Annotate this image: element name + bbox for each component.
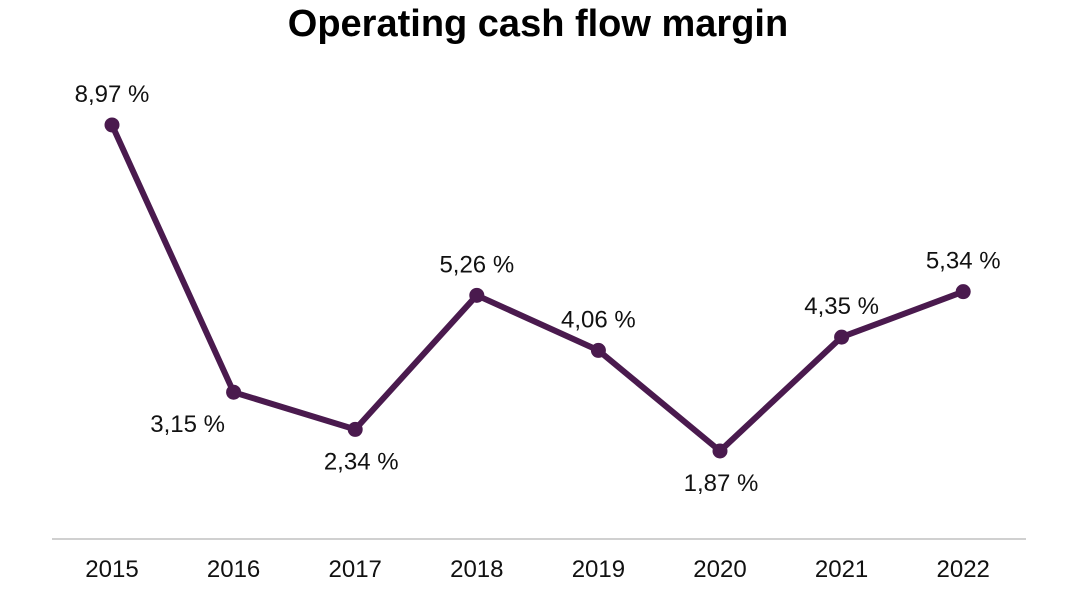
x-tick-2018: 2018 (450, 556, 503, 583)
chart-title: Operating cash flow margin (288, 3, 788, 45)
data-point-2020 (712, 443, 728, 459)
data-label-2019: 4,06 % (561, 306, 636, 333)
series-line (109, 122, 967, 454)
data-point-2015 (104, 117, 120, 133)
data-point-2022 (955, 284, 971, 300)
data-label-layer: 8,97 % 3,15 % 2,34 % 5,26 % 4,06 % 1,87 % 4,35… (75, 81, 1001, 497)
x-tick-2015: 2015 (85, 556, 138, 583)
data-point-2016 (226, 384, 242, 400)
data-label-2017: 2,34 % (324, 448, 399, 475)
x-tick-2016: 2016 (207, 556, 260, 583)
data-label-2016: 3,15 % (150, 411, 225, 438)
x-tick-layer: 2015 2016 2017 2018 2019 2020 2021 2022 (85, 556, 990, 583)
x-tick-2019: 2019 (572, 556, 625, 583)
data-point-2017 (347, 421, 363, 437)
data-label-2022: 5,34 % (926, 248, 1001, 275)
x-tick-2017: 2017 (329, 556, 382, 583)
data-label-2018: 5,26 % (439, 251, 514, 278)
data-point-2021 (834, 329, 850, 345)
x-tick-2020: 2020 (693, 556, 746, 583)
data-label-2021: 4,35 % (804, 293, 879, 320)
data-point-2019 (590, 342, 606, 358)
data-point-2018 (469, 287, 485, 303)
data-label-2020: 1,87 % (684, 470, 759, 497)
series-layer (104, 117, 971, 459)
data-label-2015: 8,97 % (75, 81, 150, 108)
x-tick-2022: 2022 (937, 556, 990, 583)
x-tick-2021: 2021 (815, 556, 868, 583)
